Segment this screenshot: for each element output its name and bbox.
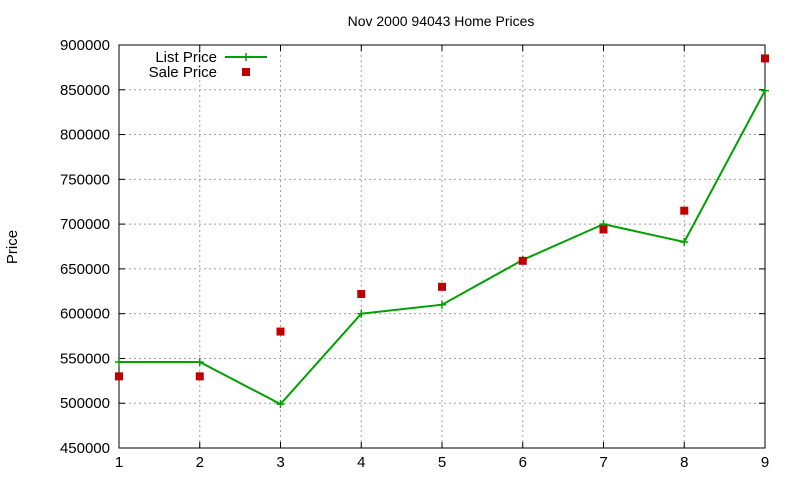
sale-price-point bbox=[357, 289, 366, 298]
x-tick-label: 4 bbox=[357, 454, 365, 471]
list-price-line bbox=[119, 90, 766, 406]
list-price-point bbox=[195, 358, 204, 367]
legend-label-sale-price: Sale Price bbox=[149, 64, 217, 81]
y-tick-label: 850000 bbox=[60, 82, 110, 99]
y-tick-label: 750000 bbox=[60, 171, 110, 188]
sale-price-point bbox=[761, 54, 769, 63]
y-tick-label: 650000 bbox=[60, 261, 110, 278]
x-tick-label: 5 bbox=[438, 454, 446, 471]
y-axis-title: Price bbox=[4, 230, 21, 264]
list-price-point bbox=[761, 86, 769, 95]
x-tick-label: 8 bbox=[680, 454, 688, 471]
grid-lines bbox=[119, 45, 765, 448]
list-price-point bbox=[276, 400, 285, 409]
x-tick-label: 7 bbox=[599, 454, 607, 471]
sale-price-point bbox=[438, 282, 446, 291]
sale-price-point bbox=[195, 372, 204, 381]
sale-price-point bbox=[680, 206, 689, 215]
sale-price-point bbox=[518, 256, 527, 265]
legend-swatch-sale-price bbox=[242, 68, 250, 76]
y-tick-label: 900000 bbox=[60, 37, 110, 54]
x-tick-label: 2 bbox=[196, 454, 204, 471]
axis-ticks: 450000 500000 550000 600000 650000 700000 7500… bbox=[60, 37, 769, 471]
y-tick-label: 600000 bbox=[60, 306, 110, 323]
y-tick-label: 800000 bbox=[60, 127, 110, 144]
y-tick-label: 450000 bbox=[60, 440, 110, 457]
x-tick-label: 9 bbox=[761, 454, 769, 471]
sale-price-point bbox=[276, 327, 285, 336]
list-price-point bbox=[357, 309, 366, 318]
x-tick-label: 1 bbox=[115, 454, 123, 471]
chart-title: Nov 2000 94043 Home Prices bbox=[348, 13, 535, 29]
list-price-point bbox=[438, 300, 446, 309]
sale-price-point bbox=[599, 225, 608, 234]
sale-price-point bbox=[115, 372, 123, 381]
series-layer bbox=[115, 54, 769, 409]
y-tick-label: 700000 bbox=[60, 216, 110, 233]
legend-marker-list-price bbox=[242, 53, 250, 61]
legend-label-list-price: List Price bbox=[155, 49, 217, 66]
y-tick-label: 500000 bbox=[60, 395, 110, 412]
list-price-point bbox=[115, 358, 123, 367]
x-tick-label: 3 bbox=[276, 454, 284, 471]
list-price-point bbox=[680, 238, 689, 247]
y-tick-label: 550000 bbox=[60, 350, 110, 367]
x-tick-label: 6 bbox=[519, 454, 527, 471]
